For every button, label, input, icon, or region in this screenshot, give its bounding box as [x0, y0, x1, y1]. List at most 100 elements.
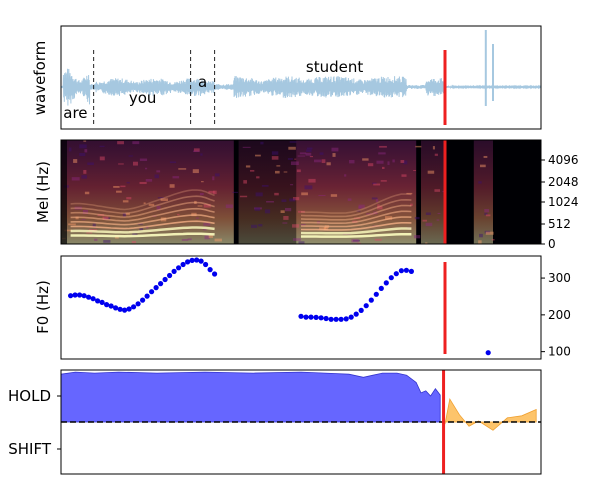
mel-texture: [117, 141, 124, 145]
mel-texture: [144, 167, 148, 170]
mel-texture: [193, 150, 200, 152]
mel-texture: [300, 224, 306, 226]
f0-point: [368, 297, 374, 303]
mel-texture: [362, 158, 369, 161]
f0-point: [383, 280, 389, 286]
f0-point: [203, 261, 209, 268]
mel-texture: [309, 156, 314, 158]
f0-point: [117, 306, 123, 312]
f0-point: [198, 258, 204, 264]
mel-harmonic: [300, 198, 412, 218]
mel-texture: [128, 155, 133, 157]
f0-point: [373, 291, 379, 297]
f0-point: [403, 267, 409, 273]
mel-texture: [292, 224, 300, 228]
mel-texture: [192, 169, 199, 174]
word-label: you: [129, 89, 157, 107]
turn-ytick-label: HOLD: [8, 387, 51, 405]
mel-texture: [81, 175, 88, 179]
mel-texture: [225, 204, 233, 209]
mel-texture: [245, 165, 251, 168]
f0-point: [313, 314, 319, 320]
mel-texture: [351, 239, 359, 243]
mel-texture: [94, 238, 98, 241]
f0-point: [144, 293, 150, 299]
f0-point: [343, 316, 349, 322]
mel-texture: [261, 185, 269, 187]
f0-point: [149, 289, 155, 295]
mel-texture: [331, 147, 339, 152]
mel-texture: [436, 219, 440, 221]
mel-texture: [243, 180, 247, 184]
mel-harmonic: [70, 220, 215, 230]
mel-texture: [403, 160, 408, 165]
f0-point: [353, 311, 359, 317]
f0-ytick-label: 200: [548, 308, 571, 322]
mel-texture: [154, 174, 160, 179]
mel-harmonic: [70, 226, 215, 234]
mel-texture: [271, 151, 279, 155]
mel-texture: [143, 202, 146, 204]
mel-harmonic: [70, 207, 215, 222]
f0-point: [328, 316, 334, 322]
mel-texture: [413, 169, 417, 172]
hold-probability-area: [61, 371, 441, 423]
mel-texture: [484, 230, 491, 234]
mel-texture: [204, 235, 210, 240]
mel-texture: [332, 153, 336, 157]
mel-texture: [318, 194, 326, 196]
waveform-frame: [60, 25, 542, 130]
mel-texture: [385, 216, 393, 220]
f0-ylabel: F0 (Hz): [34, 280, 52, 334]
f0-point: [298, 313, 304, 319]
mel-texture: [357, 242, 362, 244]
waveform-background: [61, 26, 541, 129]
mel-texture: [353, 239, 360, 242]
mel-texture: [358, 206, 362, 209]
mel-texture: [132, 161, 138, 166]
mel-texture: [413, 235, 421, 239]
mel-texture: [308, 178, 316, 183]
mel-texture: [347, 198, 352, 201]
mel-region: [473, 140, 493, 244]
mel-texture: [64, 229, 73, 232]
mel-texture: [283, 215, 289, 220]
mel-texture: [199, 193, 204, 196]
mel-texture: [344, 174, 347, 177]
mel-frame: [60, 139, 542, 245]
mel-texture: [266, 200, 274, 203]
mel-texture: [301, 192, 308, 196]
mel-texture: [432, 146, 435, 150]
mel-texture: [254, 207, 262, 210]
mel-silence: [495, 140, 541, 244]
mel-texture: [323, 227, 329, 231]
mel-texture: [290, 184, 294, 186]
mel-texture: [290, 161, 299, 166]
mel-texture: [434, 189, 441, 192]
f0-point: [398, 268, 404, 274]
f0-point: [333, 316, 339, 322]
mel-texture: [377, 204, 380, 207]
f0-point: [77, 292, 83, 298]
mel-texture: [319, 152, 324, 155]
mel-texture: [74, 206, 82, 210]
mel-texture: [289, 198, 296, 202]
mel-texture: [306, 147, 313, 150]
mel-texture: [126, 197, 132, 200]
mel-texture: [201, 181, 204, 183]
f0-point: [393, 271, 399, 277]
f0-point: [338, 316, 344, 322]
mel-texture: [83, 169, 87, 174]
mel-texture: [256, 176, 260, 179]
mel-texture: [83, 140, 87, 142]
mel-texture: [116, 190, 122, 193]
mel-ylabel: Mel (Hz): [34, 161, 52, 223]
mel-harmonic: [70, 201, 215, 218]
turn-ytick-label: SHIFT: [8, 440, 52, 458]
f0-point: [207, 267, 213, 273]
mel-texture: [414, 216, 420, 220]
mel-texture: [203, 204, 211, 208]
mel-texture: [131, 240, 137, 244]
mel-texture: [375, 198, 379, 203]
